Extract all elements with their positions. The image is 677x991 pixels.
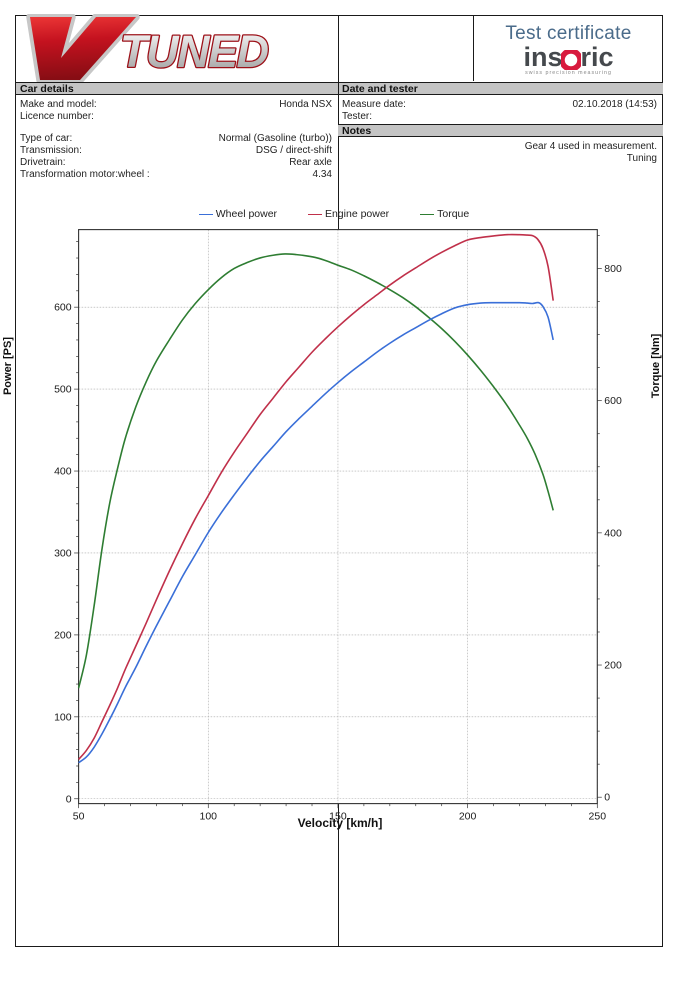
svg-text:200: 200 <box>54 629 72 641</box>
svg-text:100: 100 <box>54 711 72 723</box>
svg-text:TUNED: TUNED <box>120 26 268 77</box>
svg-text:300: 300 <box>54 547 72 559</box>
svg-text:400: 400 <box>54 466 72 478</box>
svg-text:600: 600 <box>54 302 72 314</box>
svg-text:200: 200 <box>604 660 622 672</box>
svg-text:0: 0 <box>66 793 72 805</box>
svg-text:800: 800 <box>604 263 622 275</box>
svg-text:0: 0 <box>604 792 610 804</box>
svg-text:500: 500 <box>54 384 72 396</box>
svg-text:600: 600 <box>604 395 622 407</box>
svg-text:400: 400 <box>604 527 622 539</box>
